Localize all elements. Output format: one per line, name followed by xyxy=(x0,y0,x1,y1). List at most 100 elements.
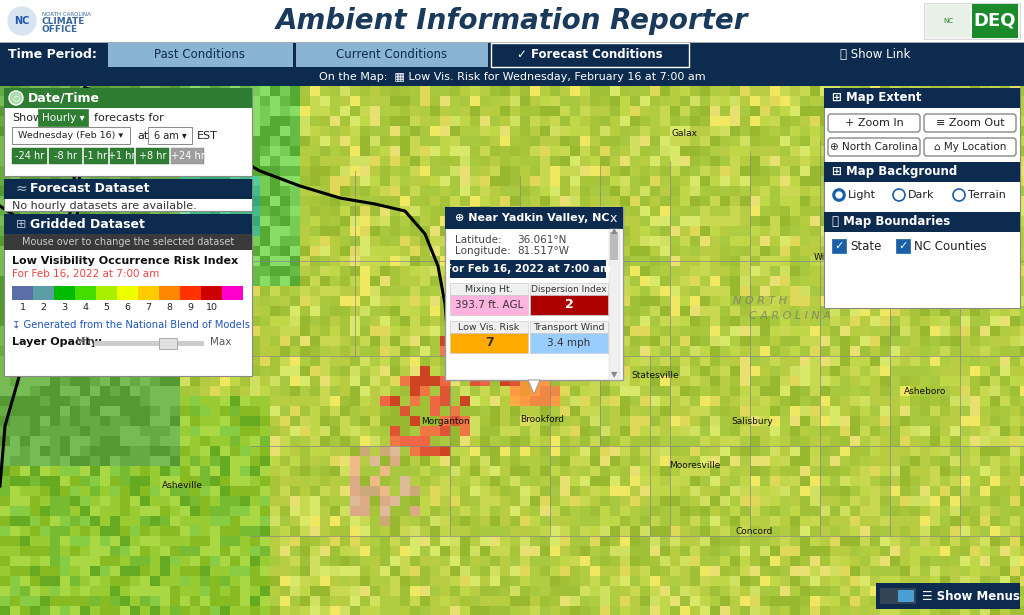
Bar xyxy=(870,476,880,486)
Bar xyxy=(1010,156,1020,166)
Bar xyxy=(961,166,970,176)
Bar xyxy=(130,366,140,376)
Bar xyxy=(70,96,80,106)
Bar xyxy=(460,546,470,556)
Bar xyxy=(490,306,500,316)
Bar xyxy=(50,306,60,316)
Bar xyxy=(20,416,30,426)
Bar xyxy=(330,556,340,566)
Bar xyxy=(10,326,20,336)
Bar xyxy=(400,166,410,176)
Bar xyxy=(490,296,500,306)
Bar xyxy=(540,316,550,326)
Bar xyxy=(1020,476,1024,486)
Bar xyxy=(510,296,520,306)
Bar xyxy=(580,166,590,176)
Bar xyxy=(980,476,990,486)
Bar xyxy=(520,436,530,446)
Bar xyxy=(910,166,920,176)
Bar xyxy=(450,186,460,196)
Bar xyxy=(880,256,890,266)
Bar xyxy=(560,426,570,436)
Bar xyxy=(900,306,910,316)
Bar xyxy=(150,236,160,246)
Bar xyxy=(950,456,961,466)
Bar xyxy=(20,526,30,536)
Bar xyxy=(710,506,720,516)
Bar xyxy=(750,466,760,476)
Bar xyxy=(530,406,540,416)
Bar xyxy=(490,206,500,216)
Text: 81.517°W: 81.517°W xyxy=(517,246,569,256)
Bar xyxy=(100,446,110,456)
Bar xyxy=(700,476,710,486)
Bar xyxy=(560,136,570,146)
Bar xyxy=(1010,316,1020,326)
Bar xyxy=(540,266,550,276)
Bar xyxy=(160,376,170,386)
Bar xyxy=(660,376,670,386)
Bar xyxy=(600,486,610,496)
Bar xyxy=(520,226,530,236)
Bar xyxy=(370,506,380,516)
Bar xyxy=(600,506,610,516)
Bar xyxy=(20,126,30,136)
Bar xyxy=(510,476,520,486)
Bar xyxy=(240,386,250,396)
Bar xyxy=(50,546,60,556)
Bar xyxy=(870,386,880,396)
Bar xyxy=(500,506,510,516)
Bar xyxy=(660,166,670,176)
Bar xyxy=(980,236,990,246)
Bar xyxy=(70,196,80,206)
Bar xyxy=(170,286,180,296)
Bar xyxy=(220,86,230,96)
Bar xyxy=(400,186,410,196)
Bar xyxy=(930,286,940,296)
Bar xyxy=(170,376,180,386)
Bar xyxy=(710,546,720,556)
Bar xyxy=(760,326,770,336)
Bar xyxy=(640,186,650,196)
Bar xyxy=(260,456,270,466)
Bar xyxy=(220,96,230,106)
Bar xyxy=(20,116,30,126)
Bar xyxy=(930,166,940,176)
Bar xyxy=(420,416,430,426)
Bar xyxy=(220,146,230,156)
Bar xyxy=(730,576,740,586)
Bar xyxy=(80,126,90,136)
Bar xyxy=(590,386,600,396)
Bar xyxy=(730,206,740,216)
Bar xyxy=(110,406,120,416)
Bar xyxy=(380,216,390,226)
Bar xyxy=(1000,176,1010,186)
Bar xyxy=(900,406,910,416)
Bar xyxy=(690,246,700,256)
Bar xyxy=(1020,356,1024,366)
Bar xyxy=(730,306,740,316)
Bar xyxy=(270,426,280,436)
Bar xyxy=(70,386,80,396)
Bar xyxy=(540,276,550,286)
Bar xyxy=(140,156,150,166)
Bar xyxy=(130,396,140,406)
Bar xyxy=(1020,106,1024,116)
Bar xyxy=(510,436,520,446)
Bar xyxy=(830,106,840,116)
Bar xyxy=(650,216,660,226)
Bar xyxy=(210,206,220,216)
Bar xyxy=(930,226,940,236)
Bar xyxy=(550,566,560,576)
Bar xyxy=(50,146,60,156)
Bar xyxy=(660,96,670,106)
Bar xyxy=(270,366,280,376)
Bar xyxy=(60,306,70,316)
Bar xyxy=(550,186,560,196)
Bar xyxy=(110,206,120,216)
Bar xyxy=(450,266,460,276)
Bar xyxy=(380,576,390,586)
Bar xyxy=(270,216,280,226)
Bar xyxy=(700,366,710,376)
Bar xyxy=(620,176,630,186)
